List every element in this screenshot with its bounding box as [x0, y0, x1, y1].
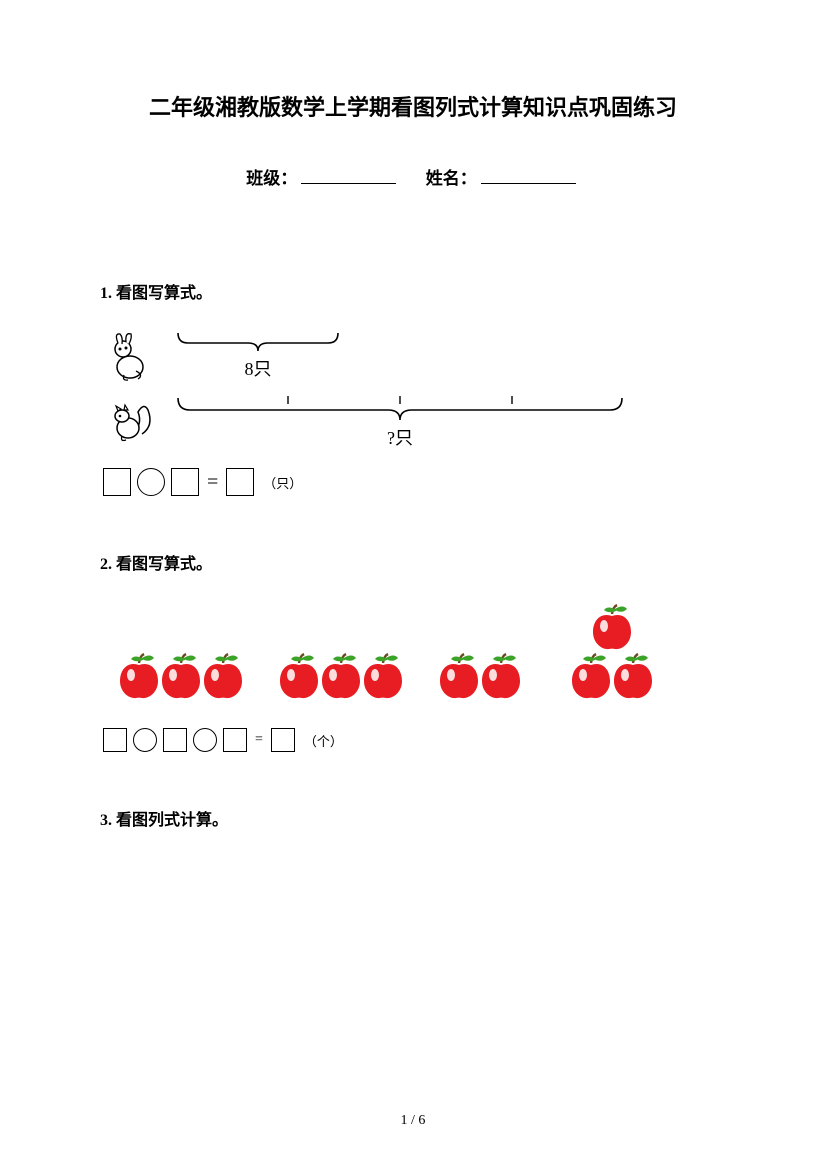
apple-icon	[158, 651, 204, 701]
result-box[interactable]	[226, 468, 254, 496]
operand-box[interactable]	[103, 468, 131, 496]
q2-apples	[116, 602, 726, 706]
page-title: 二年级湘教版数学上学期看图列式计算知识点巩固练习	[100, 90, 726, 122]
page-footer: 1 / 6	[0, 1113, 826, 1129]
q1-unit: （只）	[263, 473, 302, 492]
q1-diagram: 8只	[108, 331, 726, 450]
class-blank[interactable]	[301, 167, 396, 184]
apple-icon	[318, 651, 364, 701]
rabbit-bracket	[176, 331, 340, 353]
name-blank[interactable]	[481, 167, 576, 184]
apple-icon	[116, 651, 162, 701]
apple-icon	[360, 651, 406, 701]
apple-icon	[436, 651, 482, 701]
apple-icon	[589, 602, 635, 652]
operand-box[interactable]	[171, 468, 199, 496]
squirrel-count-label: ?只	[176, 424, 624, 450]
rabbit-count-label: 8只	[176, 355, 340, 381]
squirrel-icon	[108, 396, 158, 449]
squirrel-bracket	[176, 396, 624, 422]
apple-icon	[568, 651, 614, 701]
student-info-row: 班级： 姓名：	[100, 164, 726, 189]
q2-equation: = （个）	[100, 728, 726, 752]
apple-group-1	[116, 651, 246, 706]
equals-sign: =	[255, 732, 263, 748]
question-1: 1. 看图写算式。 8只	[100, 279, 726, 496]
operator-circle[interactable]	[193, 728, 217, 752]
rabbit-icon	[108, 331, 158, 388]
question-2: 2. 看图写算式。	[100, 550, 726, 752]
operand-box[interactable]	[103, 728, 127, 752]
result-box[interactable]	[271, 728, 295, 752]
operand-box[interactable]	[223, 728, 247, 752]
apple-icon	[610, 651, 656, 701]
apple-icon	[276, 651, 322, 701]
apple-group-3	[436, 651, 524, 706]
q2-title: 2. 看图写算式。	[100, 550, 726, 574]
apple-stack	[568, 602, 656, 706]
apple-group-2	[276, 651, 406, 706]
operator-circle[interactable]	[133, 728, 157, 752]
name-label: 姓名：	[426, 169, 477, 188]
q2-unit: （个）	[304, 731, 343, 750]
class-label: 班级：	[246, 169, 297, 188]
question-3: 3. 看图列式计算。	[100, 806, 726, 830]
operator-circle[interactable]	[137, 468, 165, 496]
q1-title: 1. 看图写算式。	[100, 279, 726, 303]
q1-equation: = （只）	[100, 468, 726, 496]
apple-icon	[200, 651, 246, 701]
q3-title: 3. 看图列式计算。	[100, 806, 726, 830]
equals-sign: =	[207, 471, 218, 494]
apple-icon	[478, 651, 524, 701]
operand-box[interactable]	[163, 728, 187, 752]
